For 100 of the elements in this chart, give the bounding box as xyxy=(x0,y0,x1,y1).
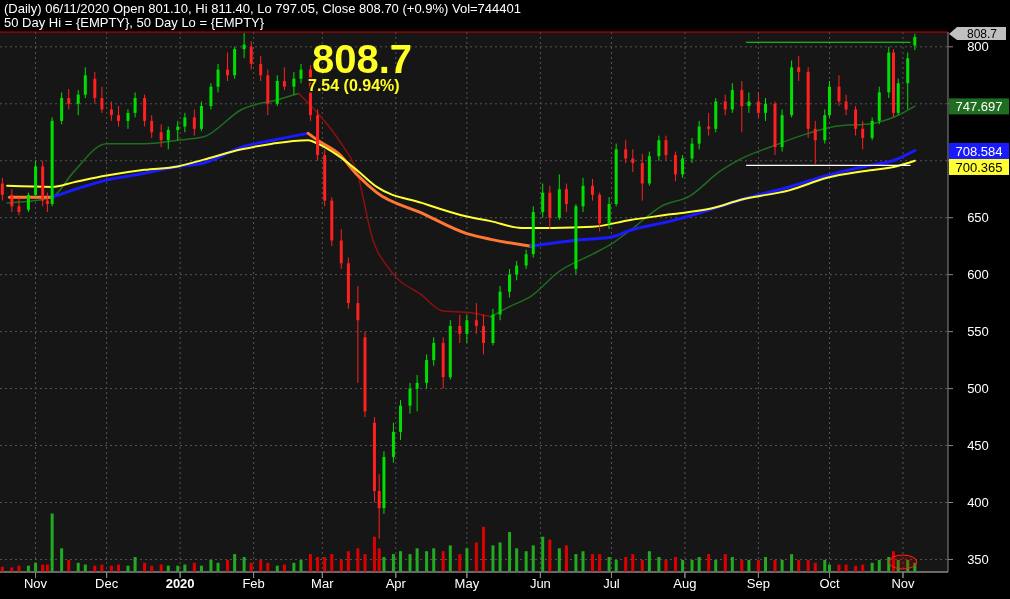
candlestick xyxy=(481,314,485,355)
bar xyxy=(861,564,865,572)
candlestick xyxy=(415,374,419,412)
bar xyxy=(498,542,502,572)
candlestick xyxy=(591,178,594,202)
bar xyxy=(109,565,113,572)
bar xyxy=(226,559,230,572)
text: 808.7 xyxy=(966,26,998,41)
bar xyxy=(425,551,429,572)
bar xyxy=(50,513,54,572)
candlestick xyxy=(756,91,760,118)
text: 700.365 xyxy=(955,159,1003,175)
bar xyxy=(17,565,21,572)
bar xyxy=(356,548,360,572)
candlestick xyxy=(109,100,113,122)
candlestick xyxy=(67,88,71,110)
candlestick xyxy=(870,116,874,141)
x-tick-label: 2020 xyxy=(165,576,195,591)
bar xyxy=(624,557,628,572)
bar xyxy=(100,564,104,572)
bar xyxy=(26,565,30,572)
candlestick xyxy=(282,66,286,91)
candlestick xyxy=(209,82,213,110)
candlestick xyxy=(690,137,694,164)
bar xyxy=(159,564,163,572)
candlestick xyxy=(524,249,528,270)
bar xyxy=(323,557,327,572)
bar xyxy=(541,536,545,572)
candlestick xyxy=(275,74,279,107)
bar xyxy=(458,554,462,572)
y-tick-label: 400 xyxy=(967,495,989,511)
bar xyxy=(640,559,644,572)
bar xyxy=(474,542,478,572)
bar xyxy=(723,554,727,572)
candlestick xyxy=(60,91,64,125)
bar xyxy=(828,564,831,572)
bar xyxy=(614,559,618,572)
candlestick xyxy=(192,108,196,137)
bar xyxy=(316,557,320,572)
bar xyxy=(531,545,535,572)
x-tick-label: Jul xyxy=(603,576,620,591)
candlestick xyxy=(723,94,727,116)
candlestick xyxy=(541,183,545,219)
bar xyxy=(415,548,419,572)
bar xyxy=(292,562,296,572)
bar xyxy=(377,548,381,572)
bar xyxy=(887,557,891,572)
candlestick xyxy=(657,135,661,162)
candlestick xyxy=(465,314,469,344)
candlestick xyxy=(356,285,360,384)
bar xyxy=(740,559,744,572)
candlestick xyxy=(837,74,841,107)
candlestick xyxy=(861,120,865,150)
bar xyxy=(773,559,777,572)
candlestick xyxy=(474,302,478,335)
bar xyxy=(363,554,367,572)
bar xyxy=(574,554,578,572)
bar xyxy=(399,551,403,572)
y-tick-label: 650 xyxy=(967,210,989,226)
bar xyxy=(664,559,668,572)
text: 747.697 xyxy=(955,98,1003,114)
candlestick xyxy=(432,336,436,367)
bar xyxy=(657,557,661,572)
candlestick xyxy=(249,40,253,71)
candlestick xyxy=(681,154,685,179)
candlestick xyxy=(259,55,263,82)
bar xyxy=(259,559,263,572)
bar xyxy=(524,551,528,572)
y-tick-label: 350 xyxy=(967,552,989,568)
candlestick xyxy=(0,177,4,202)
bar xyxy=(823,559,827,572)
bar xyxy=(372,536,376,572)
candlestick xyxy=(17,196,21,216)
bar xyxy=(913,562,917,572)
candlestick xyxy=(564,183,568,213)
candlestick xyxy=(83,66,87,99)
bar xyxy=(714,559,718,572)
bar xyxy=(183,564,187,572)
bar xyxy=(308,554,312,572)
bar xyxy=(233,554,237,572)
bar xyxy=(209,559,213,572)
bar xyxy=(707,554,711,572)
x-tick-label: Nov xyxy=(23,576,48,591)
candlestick xyxy=(640,153,644,202)
bar xyxy=(508,532,512,572)
bar xyxy=(60,548,64,572)
bar xyxy=(465,548,469,572)
bar xyxy=(681,559,685,572)
bar xyxy=(515,548,519,572)
bar xyxy=(764,557,768,572)
bar xyxy=(41,564,45,572)
y-tick-label: 600 xyxy=(967,267,989,283)
bar xyxy=(391,554,395,572)
y-tick-label: 500 xyxy=(967,381,989,397)
bar xyxy=(797,559,801,572)
candlestick xyxy=(515,260,519,281)
x-tick-label: Jun xyxy=(529,576,551,591)
candlestick xyxy=(143,94,147,128)
candlestick xyxy=(844,94,848,116)
bar xyxy=(432,548,436,572)
